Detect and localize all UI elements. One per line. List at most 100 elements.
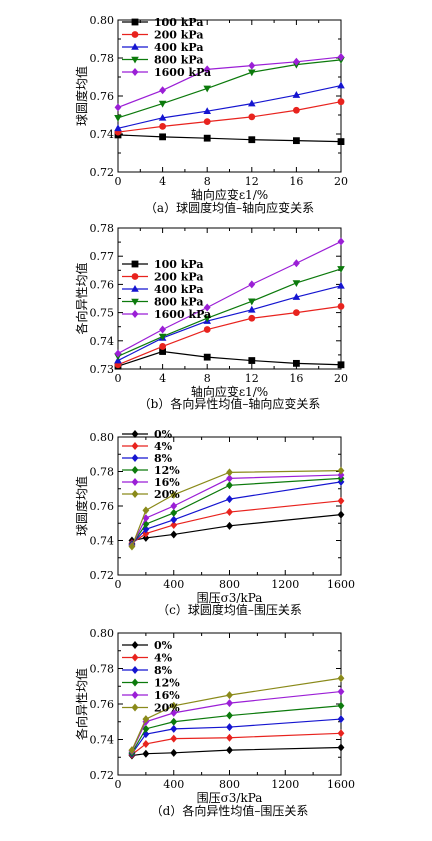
series-line — [117, 59, 342, 119]
data-point — [226, 468, 233, 477]
legend-label: 100 kPa — [154, 16, 204, 29]
data-point — [158, 100, 167, 108]
x-tick-label: 4 — [159, 372, 166, 385]
data-point — [170, 734, 178, 743]
y-tick-label: 0.78 — [90, 222, 115, 235]
series-400-kPa: 400 kPa — [114, 281, 345, 364]
data-point — [226, 699, 233, 708]
series-800-kPa: 800 kPa — [114, 54, 345, 122]
data-point — [170, 520, 178, 529]
data-point — [158, 333, 167, 341]
data-point — [170, 490, 178, 499]
series-100-kPa: 100 kPa — [114, 258, 345, 370]
y-tick-label: 0.73 — [90, 363, 115, 376]
legend-label: 12% — [154, 677, 180, 690]
panel-caption: （a）球圆度均值–轴向应变关系 — [145, 200, 314, 215]
y-axis-label: 各向异性均值 — [74, 668, 89, 740]
legend-marker — [131, 68, 139, 76]
data-point — [159, 348, 166, 355]
data-point — [337, 466, 345, 475]
x-tick-label: 16 — [289, 372, 303, 385]
chart-panel-b: 0 4 8 12 16 20 0.73 0.74 0.75 0.76 0.77 0.78 轴向应变ε1/… — [74, 222, 348, 411]
y-tick-label: 0.76 — [90, 278, 115, 291]
data-point — [337, 715, 345, 724]
series-line — [117, 56, 342, 108]
legend-label: 400 kPa — [154, 283, 204, 296]
legend-label: 100 kPa — [154, 258, 204, 271]
data-point — [248, 69, 256, 77]
data-point — [226, 508, 233, 517]
legend-label: 800 kPa — [154, 54, 204, 67]
series-line — [117, 305, 342, 366]
data-point — [337, 701, 345, 710]
data-point — [203, 107, 211, 114]
y-tick-label: 0.72 — [90, 769, 115, 782]
data-point — [292, 293, 301, 300]
data-point — [226, 474, 233, 483]
legend-label: 16% — [154, 689, 180, 702]
legend-marker — [131, 466, 139, 474]
y-tick-label: 0.78 — [90, 466, 115, 479]
data-point — [337, 81, 345, 89]
series-800-kPa: 800 kPa — [114, 266, 345, 361]
legend-label: 16% — [154, 476, 180, 489]
data-point — [170, 717, 178, 726]
legend-label: 1600 kPa — [154, 66, 211, 79]
y-tick-label: 0.74 — [90, 535, 115, 548]
data-point — [114, 103, 122, 112]
data-point — [203, 315, 211, 323]
series-1600-kPa: 1600 kPa — [114, 237, 345, 358]
x-tick-label: 16 — [289, 175, 303, 188]
data-point — [170, 724, 178, 733]
x-tick-label: 1600 — [327, 578, 355, 591]
data-point — [170, 530, 178, 539]
series-20-: 20% — [122, 466, 345, 551]
data-point — [159, 343, 167, 350]
data-point — [337, 729, 345, 738]
series-line — [131, 514, 342, 542]
legend-marker — [131, 454, 139, 462]
legend-marker — [131, 56, 139, 64]
legend-label: 0% — [154, 428, 173, 441]
x-tick-label: 4 — [159, 175, 166, 188]
data-point — [293, 359, 300, 367]
data-point — [248, 305, 256, 313]
series-20-: 20% — [122, 674, 345, 755]
data-point — [142, 715, 150, 724]
data-point — [337, 302, 345, 310]
chart-panel-d: 0 400 800 1200 1600 0.72 0.74 0.76 0.78 0.80 围压σ3/… — [74, 627, 355, 818]
panel-caption: （b）各向异性均值–轴向应变关系 — [139, 396, 321, 411]
legend-label: 200 kPa — [154, 271, 204, 284]
y-tick-label: 0.74 — [90, 128, 115, 141]
y-tick-label: 0.78 — [90, 663, 115, 676]
data-point — [292, 91, 301, 98]
data-point — [337, 743, 345, 752]
y-axis-label: 球圆度均值 — [74, 476, 89, 536]
y-axis-label: 球圆度均值 — [74, 66, 89, 126]
y-tick-label: 0.76 — [90, 500, 115, 513]
data-point — [142, 506, 150, 515]
data-point — [159, 123, 167, 130]
x-tick-label: 8 — [204, 175, 211, 188]
data-point — [170, 502, 178, 510]
series-8-: 8% — [122, 664, 345, 758]
y-axis-label: 各向异性均值 — [74, 262, 89, 334]
legend-marker — [131, 666, 139, 674]
x-axis-label: 轴向应变ε1/% — [191, 384, 268, 399]
y-tick-label: 0.75 — [90, 307, 115, 320]
series-line — [131, 500, 342, 544]
data-point — [337, 53, 345, 62]
data-point — [170, 708, 178, 717]
data-point — [337, 674, 345, 683]
data-point — [292, 280, 301, 287]
data-point — [248, 99, 256, 107]
data-point — [170, 748, 178, 757]
y-tick-label: 0.76 — [90, 698, 115, 711]
data-point — [142, 749, 150, 758]
x-tick-label: 0 — [115, 372, 122, 385]
panel-caption: （d）各向异性均值–围压关系 — [151, 803, 309, 818]
plot-frame — [117, 227, 342, 370]
data-point — [248, 298, 256, 306]
legend-marker — [131, 43, 139, 50]
legend-label: 4% — [154, 652, 173, 665]
